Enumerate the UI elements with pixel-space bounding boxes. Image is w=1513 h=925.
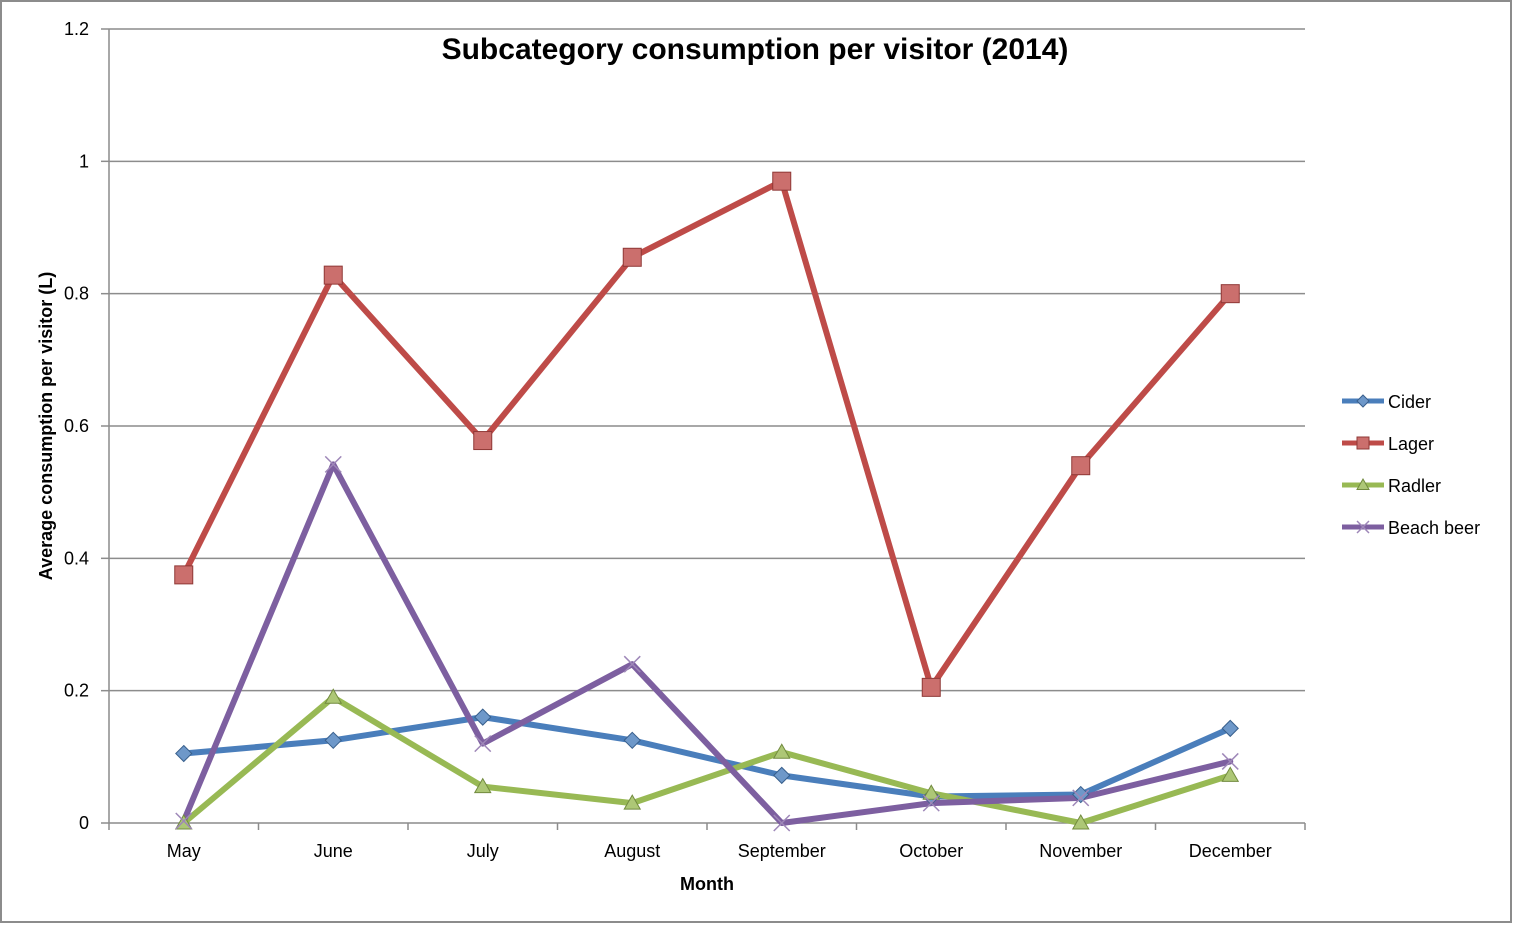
data-point-cider bbox=[175, 744, 193, 763]
data-point-beach-beer bbox=[324, 455, 342, 473]
data-point-cider bbox=[324, 731, 342, 749]
data-point-beach-beer bbox=[1072, 789, 1090, 807]
series-line-radler bbox=[180, 694, 1234, 826]
data-point-radler bbox=[772, 743, 791, 759]
data-point-lager bbox=[1071, 456, 1091, 476]
data-point-radler bbox=[1071, 813, 1090, 830]
data-point-radler bbox=[1221, 766, 1240, 782]
legend-item-beach-beer: Beach beer bbox=[1342, 518, 1480, 538]
axes: 0 0.2 0.4 0.6 0.8 1 1.2 May June July August Septem… bbox=[64, 19, 1306, 861]
marker-stroke bbox=[922, 794, 940, 812]
series-line-cider bbox=[180, 714, 1234, 800]
data-point-beach-beer bbox=[773, 814, 791, 832]
legend-label: Lager bbox=[1388, 434, 1434, 454]
legend: Cider Lager Radler Beach beer bbox=[1342, 392, 1480, 538]
y-tick-label: 1 bbox=[79, 151, 89, 171]
marker-stroke bbox=[773, 814, 791, 832]
legend-swatch-marker bbox=[1356, 394, 1370, 408]
data-point-lager bbox=[921, 677, 941, 697]
y-axis-title: Average consumption per visitor (L) bbox=[36, 272, 56, 580]
y-tick-label: 0.6 bbox=[64, 416, 89, 436]
data-point-beach-beer bbox=[623, 655, 641, 673]
x-tick-label: May bbox=[167, 841, 201, 861]
series-markers bbox=[174, 171, 1240, 832]
legend-swatch-marker bbox=[1356, 520, 1370, 534]
data-point-lager bbox=[622, 247, 642, 267]
data-point-radler bbox=[623, 794, 642, 810]
x-tick-label: August bbox=[604, 841, 660, 861]
data-point-cider bbox=[474, 708, 492, 726]
marker-stroke bbox=[1221, 752, 1239, 770]
series-lines bbox=[180, 178, 1234, 826]
data-point-radler bbox=[922, 784, 941, 800]
legend-label: Beach beer bbox=[1388, 518, 1480, 538]
data-point-beach-beer bbox=[474, 735, 492, 753]
data-point-beach-beer bbox=[1221, 752, 1239, 770]
x-axis-title: Month bbox=[680, 874, 734, 894]
legend-swatch-marker bbox=[1356, 477, 1370, 490]
data-point-lager bbox=[174, 565, 194, 585]
marker-stroke bbox=[1356, 520, 1370, 534]
series-line-lager bbox=[180, 178, 1234, 691]
marker-stroke bbox=[324, 455, 342, 473]
x-tick-label: July bbox=[467, 841, 499, 861]
data-point-lager bbox=[323, 265, 343, 285]
data-point-lager bbox=[772, 171, 792, 191]
y-tick-label: 0.4 bbox=[64, 548, 89, 568]
chart-title: Subcategory consumption per visitor (201… bbox=[442, 33, 1069, 66]
marker-stroke bbox=[623, 655, 641, 673]
data-point-lager bbox=[473, 431, 493, 451]
data-point-radler bbox=[473, 777, 492, 794]
x-tick-label: June bbox=[314, 841, 353, 861]
data-point-radler bbox=[324, 688, 343, 704]
legend-item-radler: Radler bbox=[1342, 476, 1441, 496]
data-point-beach-beer bbox=[922, 794, 940, 812]
x-tick-label: November bbox=[1039, 841, 1122, 861]
legend-item-lager: Lager bbox=[1342, 434, 1434, 454]
y-tick-label: 0 bbox=[79, 813, 89, 833]
legend-swatch-marker bbox=[1356, 436, 1370, 450]
data-point-beach-beer bbox=[175, 812, 193, 830]
y-tick-label: 0.2 bbox=[64, 681, 89, 701]
x-tick-label: September bbox=[738, 841, 826, 861]
x-tick-label: October bbox=[899, 841, 963, 861]
marker-stroke bbox=[175, 812, 193, 830]
y-tick-label: 0.8 bbox=[64, 284, 89, 304]
data-point-cider bbox=[773, 766, 791, 785]
legend-label: Radler bbox=[1388, 476, 1441, 496]
data-point-lager bbox=[1220, 284, 1240, 304]
y-tick-label: 1.2 bbox=[64, 19, 89, 39]
x-tick-label: December bbox=[1189, 841, 1272, 861]
legend-item-cider: Cider bbox=[1342, 392, 1431, 412]
data-point-cider bbox=[1221, 719, 1239, 738]
marker-stroke bbox=[1072, 789, 1090, 807]
gridlines bbox=[109, 28, 1305, 692]
series-line-beach-beer bbox=[180, 461, 1234, 826]
marker-stroke bbox=[474, 735, 492, 753]
data-point-cider bbox=[623, 731, 641, 749]
legend-label: Cider bbox=[1388, 392, 1431, 412]
